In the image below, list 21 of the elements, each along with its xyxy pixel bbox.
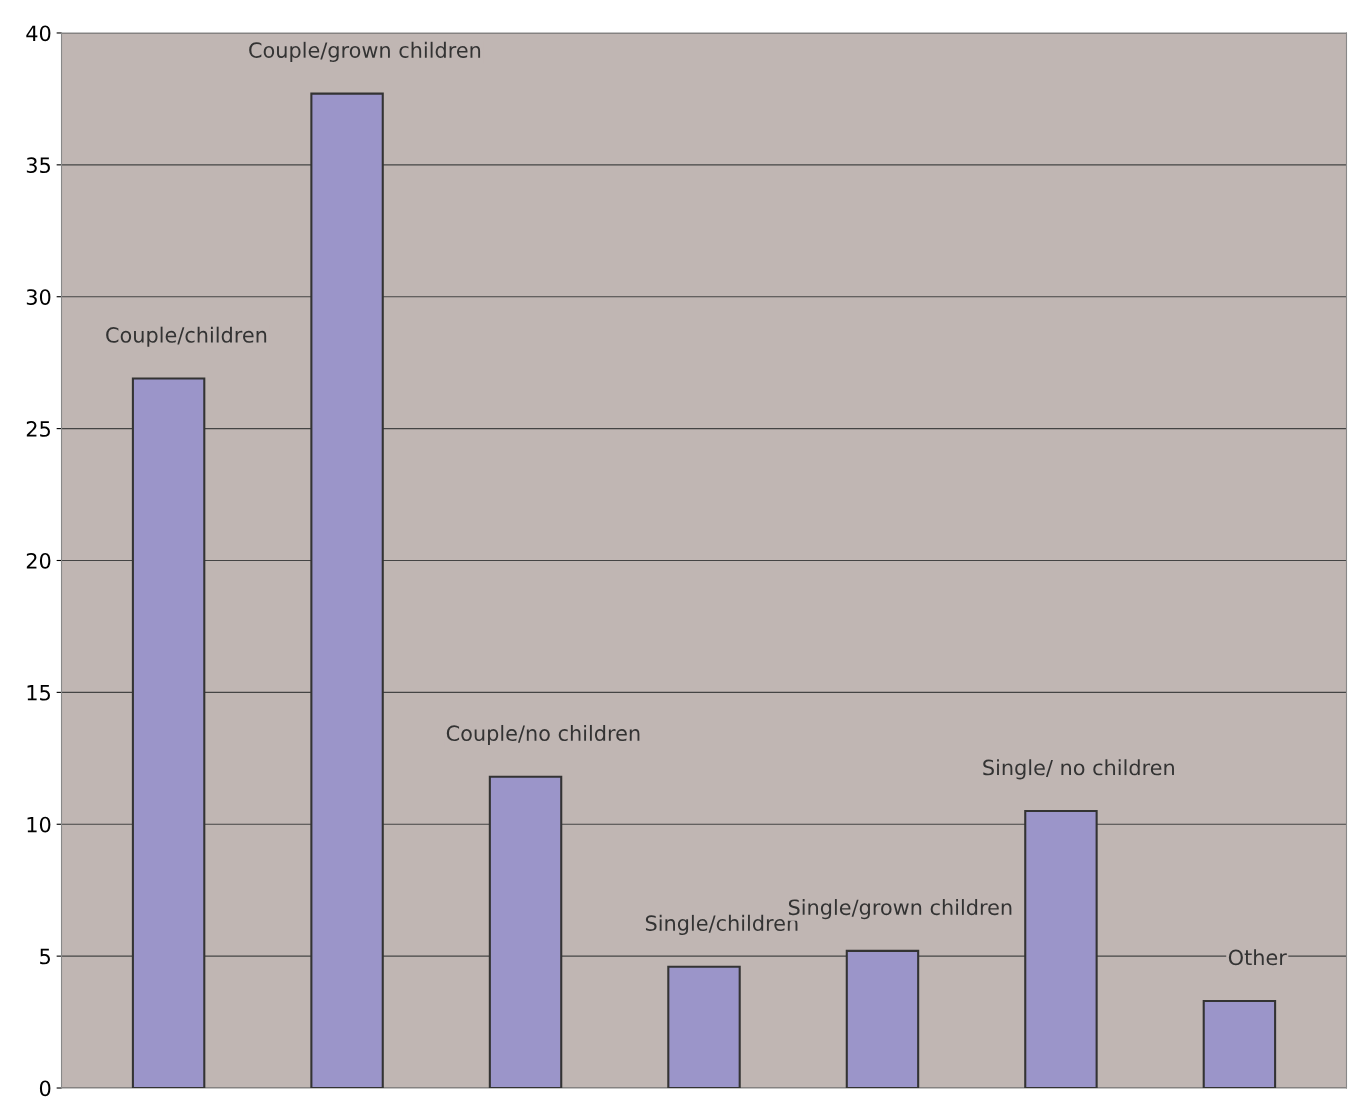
bar bbox=[1202, 999, 1277, 1089]
bar bbox=[1024, 810, 1098, 1089]
y-tick-label: 25 bbox=[26, 421, 50, 437]
bar bbox=[488, 775, 563, 1089]
x-tick-label: Couple/grown children bbox=[249, 41, 481, 62]
x-tick-label: Other bbox=[1228, 949, 1287, 966]
y-tick-label: 0 bbox=[39, 1080, 51, 1097]
y-tick-label: 30 bbox=[26, 289, 51, 305]
y-tick-label: 40 bbox=[26, 25, 51, 42]
y-tick-label: 10 bbox=[27, 816, 51, 833]
bar bbox=[131, 377, 206, 1089]
x-tick-label: Couple/children bbox=[106, 326, 267, 347]
x-tick-label: Couple/no children bbox=[446, 724, 640, 746]
y-tick-label: 20 bbox=[26, 552, 51, 569]
y-tick-label: 15 bbox=[27, 685, 50, 701]
bar bbox=[310, 92, 384, 1089]
bar bbox=[845, 949, 920, 1089]
x-tick-label: Single/ no children bbox=[983, 759, 1174, 780]
y-tick-label: 35 bbox=[26, 157, 50, 174]
y-tick-label: 5 bbox=[40, 948, 50, 965]
bar bbox=[667, 965, 741, 1089]
